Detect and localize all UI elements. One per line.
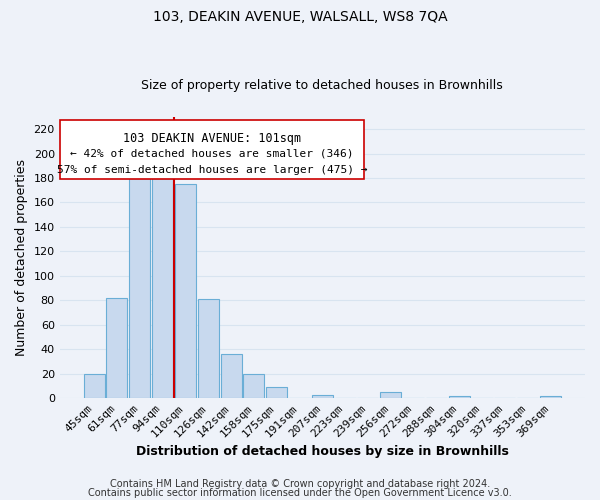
Bar: [266, 388, 287, 398]
Bar: [312, 394, 333, 398]
Bar: [129, 178, 150, 398]
Y-axis label: Number of detached properties: Number of detached properties: [15, 159, 28, 356]
Bar: [197, 299, 218, 398]
Bar: [221, 354, 242, 399]
Bar: [175, 184, 196, 398]
Text: ← 42% of detached houses are smaller (346): ← 42% of detached houses are smaller (34…: [70, 148, 354, 158]
Bar: [83, 374, 104, 398]
Text: Contains public sector information licensed under the Open Government Licence v3: Contains public sector information licen…: [88, 488, 512, 498]
Bar: [540, 396, 561, 398]
Bar: [449, 396, 470, 398]
Text: Contains HM Land Registry data © Crown copyright and database right 2024.: Contains HM Land Registry data © Crown c…: [110, 479, 490, 489]
Title: Size of property relative to detached houses in Brownhills: Size of property relative to detached ho…: [142, 79, 503, 92]
FancyBboxPatch shape: [59, 120, 364, 178]
X-axis label: Distribution of detached houses by size in Brownhills: Distribution of detached houses by size …: [136, 444, 509, 458]
Bar: [380, 392, 401, 398]
Text: 57% of semi-detached houses are larger (475) →: 57% of semi-detached houses are larger (…: [57, 165, 367, 175]
Bar: [152, 178, 173, 398]
Bar: [106, 298, 127, 398]
Text: 103 DEAKIN AVENUE: 101sqm: 103 DEAKIN AVENUE: 101sqm: [123, 132, 301, 145]
Text: 103, DEAKIN AVENUE, WALSALL, WS8 7QA: 103, DEAKIN AVENUE, WALSALL, WS8 7QA: [152, 10, 448, 24]
Bar: [244, 374, 265, 398]
